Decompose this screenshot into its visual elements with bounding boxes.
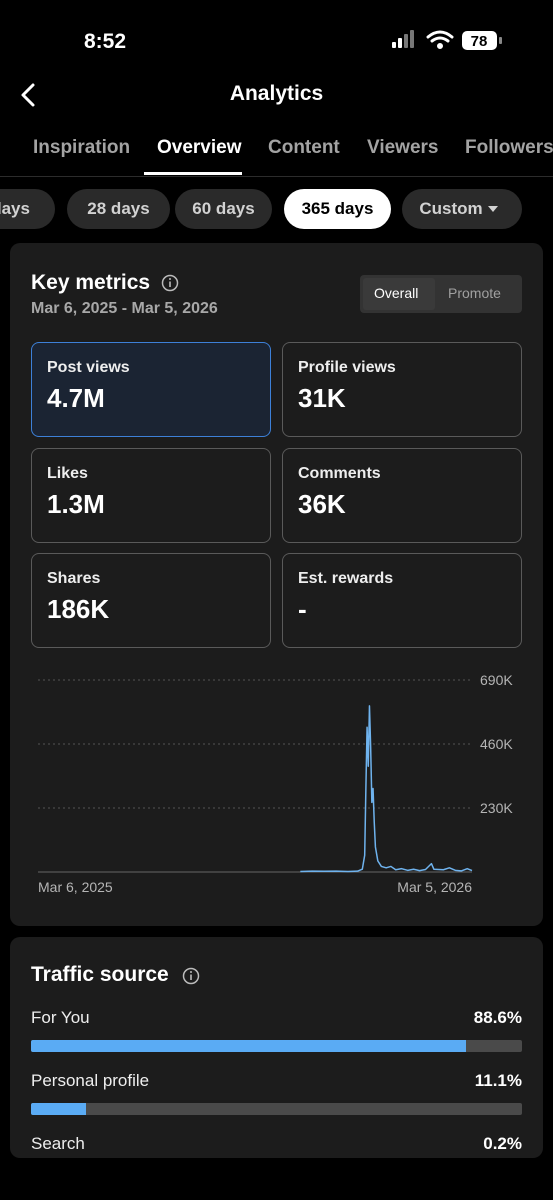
- metric-value: 4.7M: [47, 383, 105, 413]
- y-tick-label: 690K: [480, 672, 513, 688]
- battery-icon: [462, 31, 497, 50]
- tab[interactable]: Inspiration: [33, 137, 131, 158]
- tab-bar: Inspiration Overview Content Viewers Followe…: [0, 130, 553, 177]
- back-button[interactable]: [14, 80, 44, 110]
- metric-label: Shares: [47, 570, 101, 587]
- y-tick-label: 230K: [480, 800, 513, 816]
- metric-value: 1.3M: [47, 488, 105, 519]
- bar-fill: [31, 1040, 467, 1052]
- range-chip[interactable]: 7 days: [0, 189, 55, 229]
- signal-icon: [392, 30, 414, 48]
- range-label: Custom: [419, 199, 483, 218]
- data-line: [300, 705, 473, 873]
- status-bar: 8:52 78: [84, 30, 502, 53]
- tab-indicator: [144, 172, 242, 175]
- source-percent: 88.6%: [473, 1008, 522, 1027]
- range-selector: 7 days 28 days 60 days 365 days Custom: [0, 0, 553, 240]
- metric-label: Est. rewards: [298, 570, 394, 587]
- views-chart: 230K 460K 690K Mar 6, 2025 Mar 5, 2026: [38, 672, 513, 895]
- range-label: 28 days: [87, 199, 150, 218]
- traffic-source-card: Traffic source For You 88.6% Personal prof…: [10, 937, 543, 1158]
- tab[interactable]: Overview: [157, 137, 242, 158]
- page-title: Analytics: [229, 82, 324, 105]
- dropdown-caret: [488, 206, 498, 212]
- bar-fill: [31, 1103, 86, 1115]
- date-range: Mar 6, 2025 - Mar 5, 2026: [31, 300, 218, 317]
- range-chip[interactable]: 28 days: [67, 189, 170, 229]
- source-label: For You: [31, 1008, 90, 1027]
- range-label: 60 days: [192, 199, 255, 218]
- wifi-icon: [426, 30, 454, 49]
- toggle-option[interactable]: Promote: [448, 285, 501, 301]
- metric-label: Likes: [47, 464, 88, 482]
- battery-level: 78: [471, 33, 488, 50]
- metric-tile[interactable]: Profile views 31K: [282, 342, 522, 437]
- range-chip[interactable]: 365 days: [284, 189, 391, 229]
- metric-value: -: [298, 594, 307, 624]
- tab[interactable]: Content: [268, 137, 340, 158]
- x-axis-label: Mar 5, 2026: [397, 879, 472, 895]
- metric-tile[interactable]: Likes 1.3M: [31, 447, 271, 543]
- toggle-active-bg: [363, 278, 435, 310]
- metric-label: Post views: [47, 359, 130, 376]
- info-icon[interactable]: [161, 274, 179, 292]
- section-title: Key metrics: [31, 271, 151, 294]
- metric-label: Comments: [298, 464, 381, 482]
- toggle-option[interactable]: Overall: [374, 285, 419, 301]
- x-axis-label: Mar 6, 2025: [38, 879, 113, 895]
- bar-track: [31, 1040, 522, 1052]
- metric-tile[interactable]: Est. rewards -: [282, 553, 522, 648]
- metric-value: 186K: [47, 594, 110, 624]
- source-label: Personal profile: [31, 1071, 150, 1090]
- metric-label: Profile views: [298, 359, 396, 376]
- metric-tile[interactable]: Comments 36K: [282, 447, 522, 543]
- range-label: 365 days: [301, 199, 374, 218]
- section-title: Traffic source: [31, 963, 169, 986]
- clock: 8:52: [84, 30, 126, 53]
- view-toggle: Overall Promote: [360, 275, 522, 313]
- metric-tile[interactable]: Shares 186K: [31, 553, 271, 648]
- metric-value: 36K: [298, 488, 346, 519]
- y-tick-label: 460K: [480, 736, 513, 752]
- range-chip[interactable]: 60 days: [175, 189, 272, 229]
- range-label: 7 days: [0, 199, 30, 218]
- tab[interactable]: Followers: [465, 137, 553, 158]
- range-chip[interactable]: Custom: [402, 189, 522, 229]
- tab[interactable]: Viewers: [367, 137, 439, 158]
- key-metrics-card: Key metrics Mar 6, 2025 - Mar 5, 2026 Ov…: [10, 243, 543, 926]
- info-icon[interactable]: [182, 967, 200, 985]
- source-label: Search: [31, 1134, 85, 1153]
- source-percent: 11.1%: [474, 1071, 522, 1090]
- source-percent: 0.2%: [483, 1134, 522, 1153]
- bar-track: [31, 1103, 522, 1115]
- metric-tile[interactable]: Post views 4.7M: [31, 342, 271, 437]
- metric-value: 31K: [298, 383, 346, 413]
- battery-tip: [499, 37, 502, 44]
